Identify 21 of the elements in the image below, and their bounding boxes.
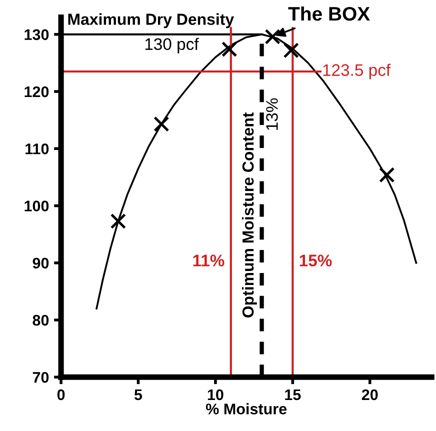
annotation: Optimum Moisture Content bbox=[242, 112, 257, 318]
ref-line-label: 130 pcf bbox=[145, 38, 199, 54]
y-tick-label: 110 bbox=[26, 143, 49, 154]
x-tick-label: 10 bbox=[208, 389, 224, 400]
ref-line-label: 11% bbox=[193, 254, 224, 266]
x-tick-label: 20 bbox=[362, 389, 378, 400]
ref-line-label: 123.5 pcf bbox=[323, 64, 391, 80]
annotation: Maximum Dry Density bbox=[68, 13, 234, 28]
y-tick-label: 90 bbox=[32, 258, 49, 269]
y-tick-label: 130 bbox=[24, 29, 49, 40]
x-tick-label: 5 bbox=[134, 389, 142, 400]
ref-line-label: 15% bbox=[300, 254, 332, 266]
ref-line-label: 13% bbox=[266, 98, 278, 130]
y-tick-label: 70 bbox=[32, 372, 49, 383]
x-tick-label: 15 bbox=[285, 389, 301, 400]
x-axis-title: % Moisture bbox=[206, 403, 287, 414]
y-tick-label: 100 bbox=[24, 200, 49, 212]
annotation: The BOX bbox=[288, 6, 370, 21]
y-tick-label: 80 bbox=[32, 314, 49, 326]
x-tick-label: 0 bbox=[57, 389, 65, 400]
y-tick-label: 120 bbox=[24, 86, 49, 98]
